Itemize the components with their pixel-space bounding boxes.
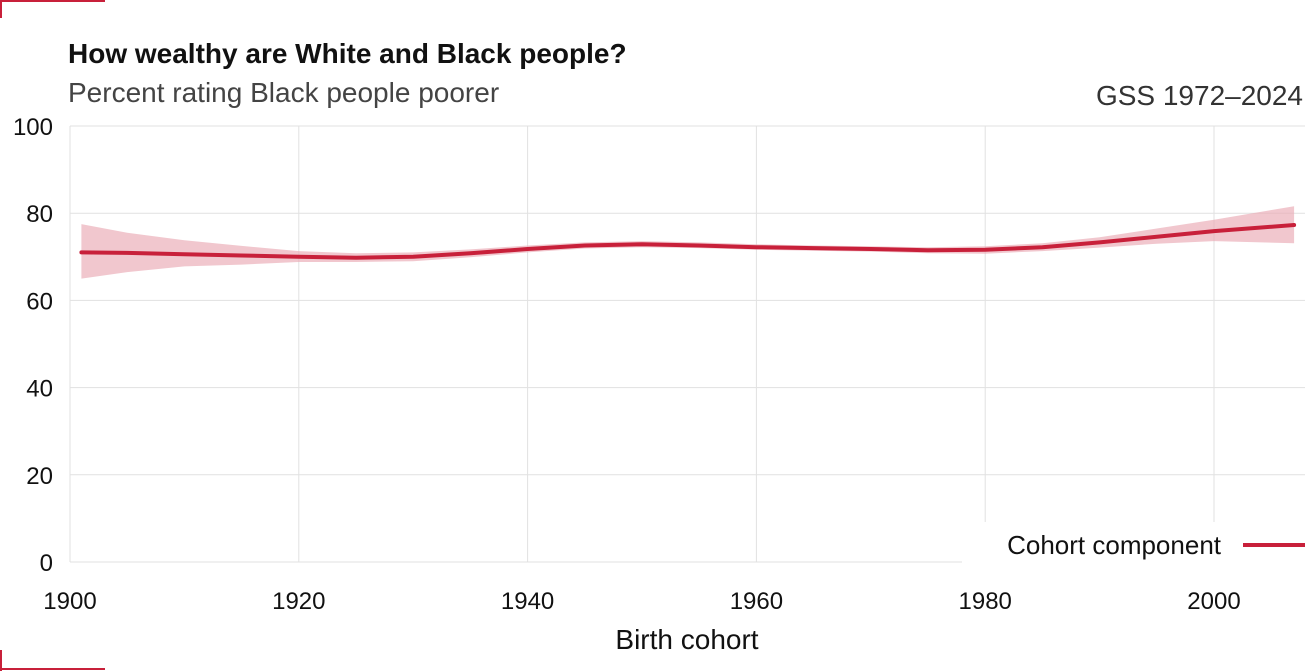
legend: Cohort component bbox=[962, 522, 1305, 568]
legend-label: Cohort component bbox=[1007, 530, 1222, 560]
gridlines bbox=[69, 125, 1305, 563]
confidence-band-0 bbox=[81, 206, 1295, 279]
y-tick-label-60: 60 bbox=[26, 288, 53, 315]
confidence-band-layer bbox=[81, 206, 1295, 279]
chart-subtitle: Percent rating Black people poorer bbox=[68, 77, 499, 108]
y-tick-label-80: 80 bbox=[26, 201, 53, 228]
x-tick-label-2000: 2000 bbox=[1187, 588, 1240, 615]
y-tick-label-40: 40 bbox=[26, 376, 53, 403]
y-tick-label-0: 0 bbox=[40, 550, 53, 577]
series-line-layer bbox=[79, 223, 1297, 260]
x-tick-label-1920: 1920 bbox=[272, 588, 325, 615]
y-tick-label-20: 20 bbox=[26, 463, 53, 490]
chart-source: GSS 1972–2024 bbox=[1096, 80, 1303, 111]
x-axis-ticks: 1900 1920 1940 1960 1980 2000 bbox=[43, 588, 1240, 615]
x-axis-label: Birth cohort bbox=[615, 624, 758, 655]
x-tick-label-1940: 1940 bbox=[501, 588, 554, 615]
x-tick-label-1980: 1980 bbox=[959, 588, 1012, 615]
chart-title: How wealthy are White and Black people? bbox=[68, 38, 627, 69]
x-tick-label-1960: 1960 bbox=[730, 588, 783, 615]
x-tick-label-1900: 1900 bbox=[43, 588, 96, 615]
series-line-0 bbox=[79, 223, 1297, 260]
y-axis-ticks: 0 20 40 60 80 100 bbox=[13, 114, 53, 577]
y-tick-label-100: 100 bbox=[13, 114, 53, 141]
